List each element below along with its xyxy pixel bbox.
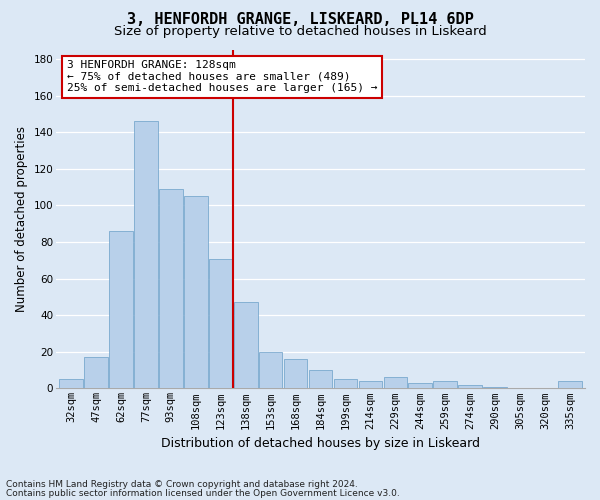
Text: 3 HENFORDH GRANGE: 128sqm
← 75% of detached houses are smaller (489)
25% of semi: 3 HENFORDH GRANGE: 128sqm ← 75% of detac… <box>67 60 377 94</box>
X-axis label: Distribution of detached houses by size in Liskeard: Distribution of detached houses by size … <box>161 437 480 450</box>
Bar <box>159 189 182 388</box>
Text: 3, HENFORDH GRANGE, LISKEARD, PL14 6DP: 3, HENFORDH GRANGE, LISKEARD, PL14 6DP <box>127 12 473 28</box>
Bar <box>84 358 108 388</box>
Bar <box>308 370 332 388</box>
Bar <box>458 384 482 388</box>
Bar <box>209 258 233 388</box>
Bar <box>59 379 83 388</box>
Bar <box>184 196 208 388</box>
Bar <box>134 122 158 388</box>
Bar <box>383 378 407 388</box>
Bar <box>284 359 307 388</box>
Y-axis label: Number of detached properties: Number of detached properties <box>15 126 28 312</box>
Bar <box>259 352 283 389</box>
Bar <box>558 381 582 388</box>
Bar <box>109 231 133 388</box>
Text: Contains HM Land Registry data © Crown copyright and database right 2024.: Contains HM Land Registry data © Crown c… <box>6 480 358 489</box>
Text: Size of property relative to detached houses in Liskeard: Size of property relative to detached ho… <box>113 25 487 38</box>
Bar <box>334 379 358 388</box>
Text: Contains public sector information licensed under the Open Government Licence v3: Contains public sector information licen… <box>6 488 400 498</box>
Bar <box>409 383 432 388</box>
Bar <box>484 386 507 388</box>
Bar <box>433 381 457 388</box>
Bar <box>359 381 382 388</box>
Bar <box>234 302 257 388</box>
